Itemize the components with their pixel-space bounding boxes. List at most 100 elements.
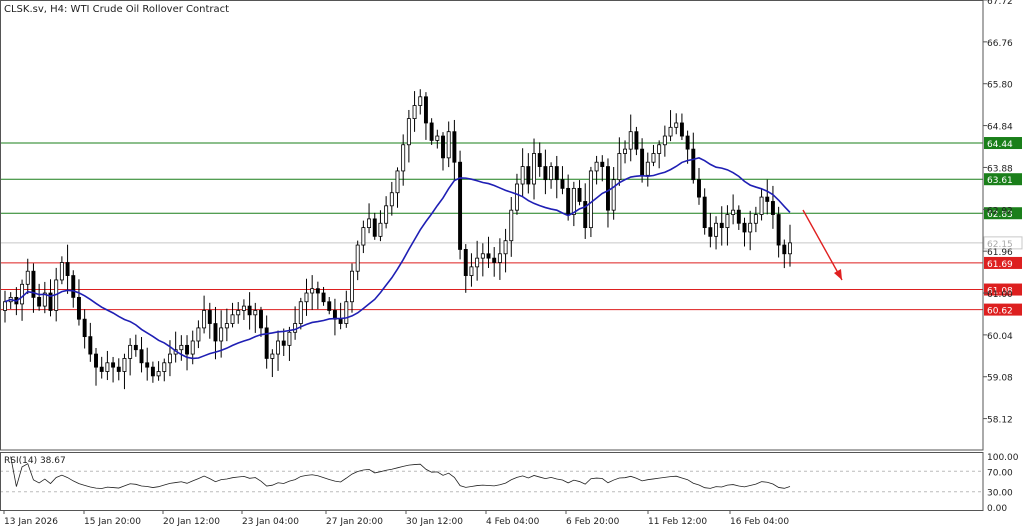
candle (429, 118, 434, 145)
y-tick-label: 59.08 (987, 374, 1013, 384)
candle (247, 292, 252, 330)
chart-title: CLSK.sv, H4: WTI Crude Oil Rollover Cont… (4, 4, 229, 15)
rsi-line (10, 456, 791, 489)
candle (25, 258, 30, 295)
candle (571, 181, 576, 227)
y-tick-label: 61.96 (987, 248, 1013, 258)
candle (253, 302, 258, 333)
annotation-layer (802, 209, 843, 281)
rsi-tick-label: 0.00 (987, 504, 1007, 514)
candle (560, 166, 565, 195)
level-label: 61.69 (987, 260, 1013, 270)
candle (435, 129, 440, 149)
candle (486, 236, 491, 268)
moving-average-layer (4, 156, 791, 360)
candle (406, 109, 411, 163)
x-tick-label: 23 Jan 04:00 (242, 517, 299, 527)
candle (207, 302, 212, 339)
candle (668, 110, 673, 142)
candle (224, 308, 229, 342)
candle (37, 283, 42, 311)
candle (526, 153, 531, 194)
candle (259, 306, 263, 337)
candle (600, 155, 605, 182)
candle (708, 212, 713, 248)
rsi-panel: 100.00 70.00 30.00 0.00 RSI(14) 38.67 (0, 453, 1019, 514)
y-tick-label: 65.80 (987, 81, 1013, 91)
candle (623, 140, 628, 164)
candle (332, 298, 337, 336)
candle (412, 91, 417, 132)
level-label-box (984, 173, 1022, 186)
candle (554, 155, 559, 199)
candle (42, 281, 47, 314)
candle (111, 356, 116, 383)
candle (577, 180, 582, 206)
candle (236, 302, 241, 324)
candles-layer (3, 89, 792, 390)
candle (378, 210, 383, 242)
x-tick-label: 30 Jan 12:00 (406, 517, 463, 527)
candle (401, 134, 406, 186)
candle (344, 290, 349, 328)
candle (389, 181, 394, 216)
candle (537, 142, 542, 177)
candle (82, 309, 87, 349)
candle (150, 361, 155, 383)
candle (685, 130, 690, 164)
level-label: 63.61 (987, 176, 1013, 186)
candle (452, 119, 457, 180)
y-tick-label: 64.84 (987, 123, 1013, 133)
level-lines-layer: 64.44 63.61 62.83 61.69 61.08 60.62 62.15 (0, 137, 1023, 317)
candle (321, 286, 326, 306)
candle (3, 290, 7, 323)
candle (350, 263, 354, 313)
candle (697, 167, 701, 205)
rsi-tick-label: 100.00 (987, 453, 1019, 463)
candle (281, 328, 286, 356)
candle (173, 331, 178, 363)
candle (770, 185, 775, 229)
candle (196, 320, 201, 349)
candle (65, 244, 70, 294)
candle (372, 212, 377, 240)
candle (355, 240, 360, 281)
x-tick-label: 15 Jan 20:00 (84, 517, 141, 527)
candle (617, 137, 622, 186)
rsi-tick-label: 30.00 (987, 489, 1013, 499)
candle (469, 253, 474, 287)
arrow-shaft (802, 209, 843, 281)
x-tick-label: 4 Feb 04:00 (486, 517, 540, 527)
candle (287, 326, 292, 361)
candle (714, 216, 719, 250)
candle (133, 334, 138, 357)
candle (338, 302, 343, 330)
candle (20, 279, 25, 321)
candle (788, 224, 792, 267)
price-panel-frame (0, 0, 984, 451)
current-price-box (983, 236, 1023, 250)
candle (298, 297, 303, 330)
candle (725, 205, 730, 246)
candle (736, 205, 741, 230)
y-tick-label: 66.76 (987, 39, 1013, 49)
candle (731, 194, 736, 225)
level-label-box (984, 303, 1022, 316)
level-label: 60.62 (987, 307, 1013, 317)
candle (230, 302, 235, 328)
candle (748, 210, 753, 251)
candle (418, 89, 423, 115)
candle (94, 347, 98, 386)
candle (509, 196, 514, 257)
candle (674, 113, 679, 135)
candle (384, 196, 389, 229)
candle (759, 188, 764, 221)
candle (446, 121, 451, 168)
candle (492, 247, 497, 277)
arrow-head (834, 269, 842, 280)
candle (213, 306, 218, 360)
x-tick-label: 27 Jan 20:00 (326, 517, 383, 527)
candle (503, 228, 508, 273)
